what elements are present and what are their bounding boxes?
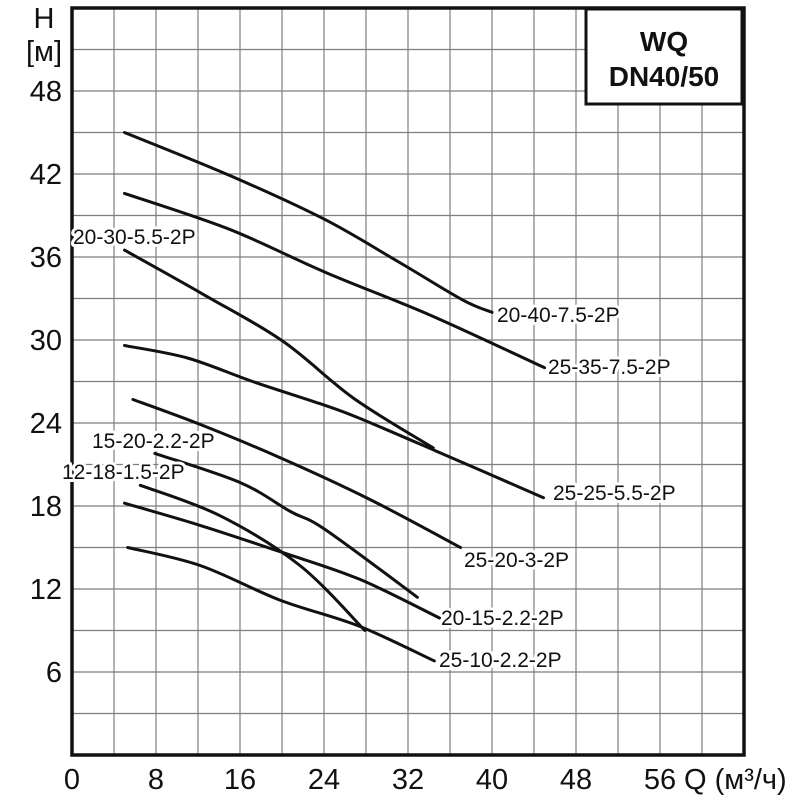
- y-tick-label-18: 18: [30, 491, 62, 523]
- ticks-layer: 0 8 16 24 32 40 48 56 6 12 18 24 30 36 42 48: [30, 76, 676, 796]
- pump-curve-25-35-7.5-2P: [123, 191, 546, 370]
- y-tick-label-48: 48: [30, 76, 62, 108]
- pump-curve-20-40-7.5-2P: [123, 131, 494, 314]
- pump-curve-20-30-5.5-2P: [123, 248, 435, 450]
- curve-label-25-20-3-2P: 25-20-3-2P: [464, 549, 569, 572]
- x-tick-label-56: 56: [644, 764, 676, 796]
- pump-curve-12-18-1.5-2P: [138, 483, 367, 632]
- x-axis-title: Q (м³/ч): [684, 764, 787, 796]
- y-axis-title-unit: [м]: [26, 36, 62, 68]
- y-tick-label-6: 6: [46, 657, 62, 689]
- x-tick-label-16: 16: [224, 764, 256, 796]
- pump-curve-25-20-3-2P: [131, 398, 462, 549]
- curve-label-15-20-2.2-2P: 15-20-2.2-2P: [92, 430, 215, 453]
- pump-curve-20-15-2.2-2P: [123, 501, 441, 620]
- curve-labels-layer: 20-40-7.5-2P 25-35-7.5-2P 20-30-5.5-2P 25-2…: [59, 223, 679, 675]
- curves-layer: [123, 131, 546, 663]
- curve-label-12-18-1.5-2P: 12-18-1.5-2P: [62, 461, 185, 484]
- curve-label-20-40-7.5-2P: 20-40-7.5-2P: [497, 304, 620, 327]
- y-tick-label-30: 30: [30, 325, 62, 357]
- x-tick-label-32: 32: [392, 764, 424, 796]
- chart-title-box: WQ DN40/50: [584, 7, 744, 106]
- pump-curve-25-25-5.5-2P: [123, 344, 545, 500]
- curve-label-20-15-2.2-2P: 20-15-2.2-2P: [441, 607, 564, 630]
- plot-border: [70, 6, 746, 757]
- y-tick-label-36: 36: [30, 242, 62, 274]
- x-tick-label-24: 24: [308, 764, 340, 796]
- curve-label-25-10-2.2-2P: 25-10-2.2-2P: [439, 649, 562, 672]
- x-tick-label-8: 8: [148, 764, 164, 796]
- curve-label-25-25-5.5-2P: 25-25-5.5-2P: [553, 482, 676, 505]
- x-tick-label-0: 0: [64, 764, 80, 796]
- grid-layer: [71, 7, 745, 756]
- y-tick-label-42: 42: [30, 159, 62, 191]
- y-tick-label-12: 12: [30, 574, 62, 606]
- x-tick-label-48: 48: [560, 764, 592, 796]
- chart-title-line1: WQ: [640, 26, 688, 57]
- curve-label-20-30-5.5-2P: 20-30-5.5-2P: [73, 226, 196, 249]
- y-tick-label-24: 24: [30, 408, 62, 440]
- chart-title-line2: DN40/50: [609, 61, 720, 92]
- x-tick-label-40: 40: [476, 764, 508, 796]
- pump-curve-25-10-2.2-2P: [126, 546, 436, 663]
- y-axis-title-symbol: H: [34, 3, 55, 35]
- curve-label-25-35-7.5-2P: 25-35-7.5-2P: [548, 356, 671, 379]
- chart-title-box-frame: [584, 7, 744, 106]
- pump-curve-15-20-2.2-2P: [153, 451, 419, 599]
